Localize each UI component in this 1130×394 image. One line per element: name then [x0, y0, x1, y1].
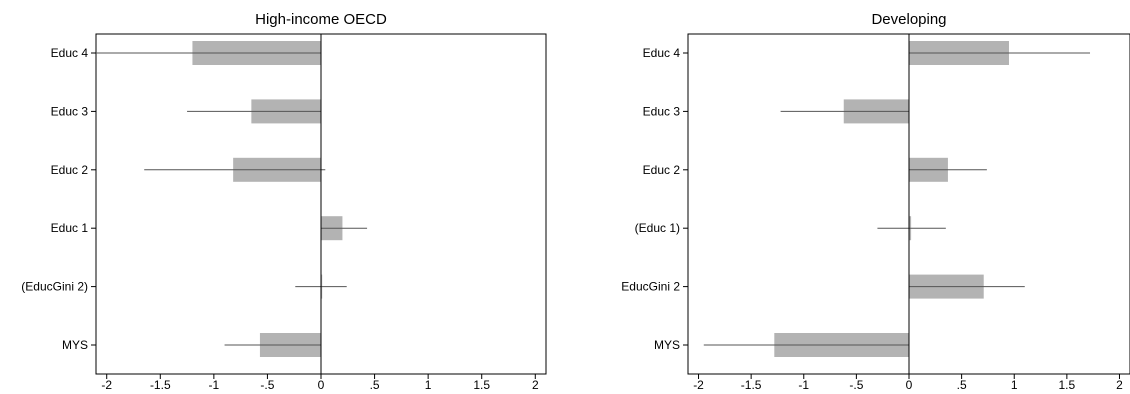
panel-0-xtick-label-3: -.5	[260, 378, 274, 389]
panel-1-category-label-2: Educ 2	[643, 163, 681, 177]
panel-1-category-label-5: MYS	[654, 338, 680, 352]
panel-1-xtick-label-6: 1	[1011, 378, 1018, 389]
panel-1-xtick-label-3: -.5	[849, 378, 863, 389]
panel-0-xtick-label-7: 1.5	[473, 378, 490, 389]
panel-1-xtick-label-5: .5	[957, 378, 967, 389]
panel-1-xtick-label-1: -1.5	[741, 378, 762, 389]
panel-0-xtick-label-2: -1	[209, 378, 220, 389]
panel-0-category-label-0: Educ 4	[51, 46, 89, 60]
panel-0-category-label-2: Educ 2	[51, 163, 89, 177]
panel-1-xtick-label-0: -2	[693, 378, 704, 389]
panel-1-category-label-0: Educ 4	[643, 46, 681, 60]
panel-0-xtick-label-0: -2	[101, 378, 112, 389]
panel-1-category-label-4: EducGini 2	[621, 280, 680, 294]
panel-1-xtick-label-2: -1	[798, 378, 809, 389]
panel-0-category-label-5: MYS	[62, 338, 88, 352]
panel-0-category-label-1: Educ 3	[51, 104, 89, 118]
panel-0-category-label-3: Educ 1	[51, 221, 89, 235]
panel-1-xtick-label-4: 0	[906, 378, 913, 389]
panel-1-category-label-3: (Educ 1)	[635, 221, 680, 235]
panel-1-category-label-1: Educ 3	[643, 104, 681, 118]
panel-0-xtick-label-5: .5	[370, 378, 380, 389]
panel-0-category-label-4: (EducGini 2)	[21, 280, 88, 294]
panel-0-xtick-label-4: 0	[318, 378, 325, 389]
panel-1-title: Developing	[871, 11, 946, 28]
panel-0-xtick-label-1: -1.5	[150, 378, 171, 389]
panel-0-xtick-label-8: 2	[532, 378, 539, 389]
panel-1-xtick-label-8: 2	[1116, 378, 1123, 389]
panel-1-xtick-label-7: 1.5	[1059, 378, 1076, 389]
panel-0-title: High-income OECD	[255, 11, 387, 28]
panel-0-xtick-label-6: 1	[425, 378, 432, 389]
